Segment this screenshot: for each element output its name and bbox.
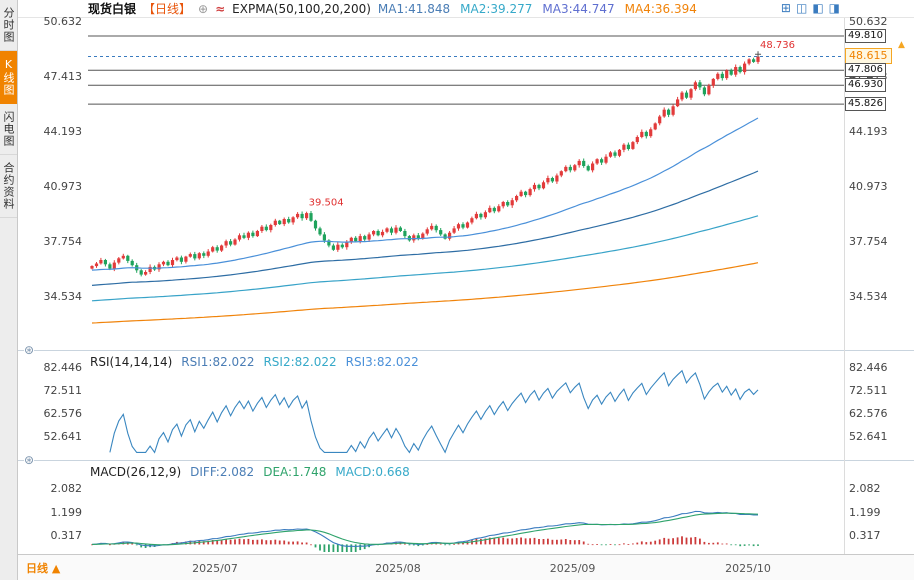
date-label: 2025/10 <box>725 562 771 575</box>
macd-panel-divider <box>18 460 914 461</box>
ma-value: MA4:36.394 <box>624 1 697 16</box>
rsi-value: RSI1:82.022 <box>181 355 255 369</box>
price-axis-label-right: 50.632 <box>849 15 888 28</box>
chart-header: 现货白银 【日线】 ⊕ ≈ EXPMA(50,100,20,200) MA1:4… <box>18 0 914 17</box>
level-label: 46.930 <box>845 78 886 93</box>
last-price-value: 48.615 <box>849 49 888 63</box>
date-label: 2025/07 <box>192 562 238 575</box>
price-annotation: 48.736 <box>760 40 795 51</box>
macd-settings-icon[interactable]: ⊛ <box>24 453 35 467</box>
layout-quad-icon[interactable]: ⊞ <box>780 1 791 15</box>
rsi-settings-icon[interactable]: ⊛ <box>24 343 35 357</box>
period-tag: 【日线】 <box>143 2 192 16</box>
rsi-axis-label-right: 52.641 <box>849 430 888 443</box>
rsi-panel-divider <box>18 350 914 351</box>
macd-axis-label-left: 2.082 <box>50 482 83 495</box>
ma-value: MA3:44.747 <box>542 1 615 16</box>
price-axis-label-right: 44.193 <box>849 125 888 139</box>
sidebar: 分时图 K线图 闪电图 合约资料 <box>0 0 18 580</box>
level-label: 47.806 <box>845 63 886 78</box>
bottom-bar: 日线 ▲ 2025/07 2025/08 2025/09 2025/10 <box>18 555 914 580</box>
rsi-axis-label-left: 52.641 <box>43 430 83 443</box>
rsi-value: RSI2:82.022 <box>263 355 337 369</box>
macd-axis-label-left: 1.199 <box>50 505 83 519</box>
rsi-axis-label-right: 72.511 <box>849 384 888 397</box>
macd-value: MACD:0.668 <box>335 465 410 479</box>
price-axis-label-left: 47.413 <box>43 70 83 83</box>
main-chart-canvas[interactable]: 39.504 48.736 <box>88 18 844 350</box>
rsi-title: RSI(14,14,14) <box>90 355 173 369</box>
macd-chart-canvas[interactable] <box>88 461 844 554</box>
macd-value: DEA:1.748 <box>263 465 327 479</box>
price-axis-label-right: 34.534 <box>849 290 888 304</box>
price-up-arrow[interactable]: ▲ <box>898 40 905 50</box>
period-arrow-icon: ▲ <box>51 562 61 575</box>
level-label: 45.826 <box>845 97 886 112</box>
price-axis-label-left: 44.193 <box>43 125 83 139</box>
rsi-axis-label-right: 82.446 <box>849 361 888 374</box>
symbol-name: 现货白银 <box>88 2 137 16</box>
macd-value: DIFF:2.082 <box>190 465 255 479</box>
ma-values: MA1:41.848 MA2:39.277 MA3:44.747 MA4:36.394 <box>378 2 697 16</box>
sidebar-tab-kline[interactable]: K线图 <box>0 51 17 104</box>
price-axis-label-left: 40.973 <box>43 180 83 194</box>
macd-header: MACD(26,12,9) DIFF:2.082 DEA:1.748 MACD:0.… <box>90 465 410 479</box>
layout-split-icon[interactable]: ◫ <box>795 1 808 15</box>
layout-icons: ⊞ ◫ ◧ ◨ <box>781 0 840 17</box>
macd-axis-label-right: 2.082 <box>849 482 881 495</box>
rsi-values: RSI1:82.022 RSI2:82.022 RSI3:82.022 <box>181 355 419 369</box>
layout-right-icon[interactable]: ◨ <box>828 1 840 15</box>
period-indicator[interactable]: 日线 ▲ <box>26 560 60 576</box>
level-label: 49.810 <box>845 29 886 44</box>
layout-left-icon[interactable]: ◧ <box>812 1 824 15</box>
sidebar-tab-lightning[interactable]: 闪电图 <box>0 104 17 155</box>
price-axis-label-left: 50.632 <box>43 15 83 28</box>
rsi-chart-canvas[interactable] <box>88 352 844 459</box>
last-price-marker: 48.615 <box>845 48 892 65</box>
indicator-wave-icon: ≈ <box>215 1 226 16</box>
ma-value: MA2:39.277 <box>460 1 533 16</box>
sidebar-tab-contract[interactable]: 合约资料 <box>0 155 17 218</box>
add-indicator-icon[interactable]: ⊕ <box>198 1 209 16</box>
price-axis-label-right: 40.973 <box>849 180 888 194</box>
rsi-axis-label-left: 72.511 <box>43 384 83 397</box>
macd-axis-label-right: 0.317 <box>849 529 881 542</box>
sidebar-tab-time[interactable]: 分时图 <box>0 0 17 51</box>
rsi-axis-label-right: 62.576 <box>849 407 888 420</box>
rsi-axis-label-left: 62.576 <box>43 407 83 420</box>
macd-title: MACD(26,12,9) <box>90 465 182 479</box>
indicator-name: EXPMA(50,100,20,200) <box>232 1 371 16</box>
price-axis-label-left: 37.754 <box>43 235 83 249</box>
rsi-axis-label-left: 82.446 <box>43 361 83 374</box>
price-annotation: 39.504 <box>309 198 344 209</box>
ma-value: MA1:41.848 <box>377 1 451 16</box>
header-divider <box>18 17 914 18</box>
macd-axis-label-left: 0.317 <box>50 529 83 542</box>
bottom-divider <box>18 554 914 555</box>
date-label: 2025/09 <box>549 562 596 575</box>
period-label: 日线 <box>26 562 48 575</box>
macd-axis-label-right: 1.199 <box>849 505 881 519</box>
rsi-value: RSI3:82.022 <box>345 355 419 369</box>
rsi-header: RSI(14,14,14) RSI1:82.022 RSI2:82.022 RSI3… <box>90 355 419 369</box>
macd-values: DIFF:2.082 DEA:1.748 MACD:0.668 <box>190 465 410 479</box>
price-axis-label-right: 37.754 <box>849 235 888 249</box>
price-axis-label-left: 34.534 <box>43 290 83 304</box>
date-label: 2025/08 <box>375 562 421 575</box>
right-axis-divider <box>844 18 845 554</box>
